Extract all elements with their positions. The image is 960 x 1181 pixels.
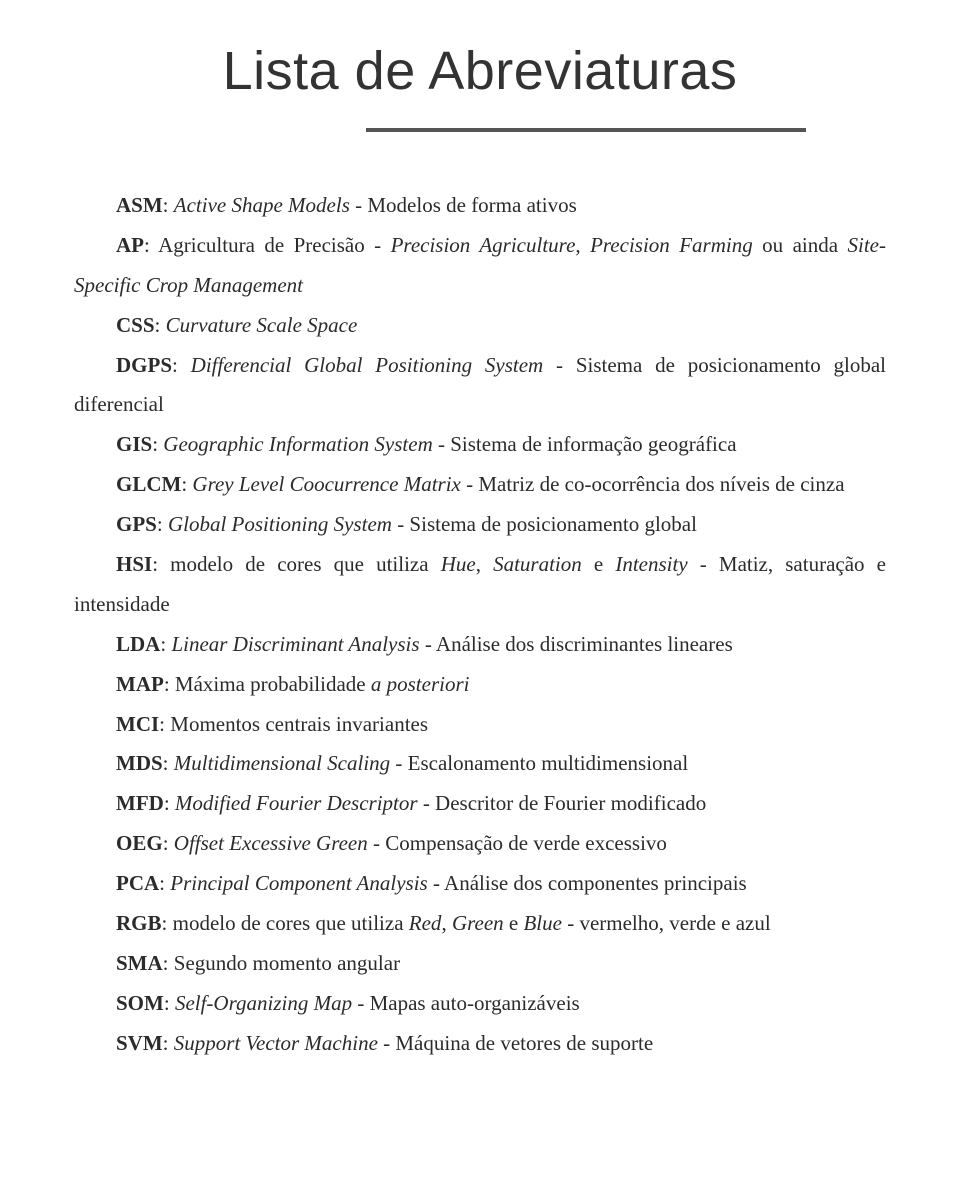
- abbreviation-term: SVM: [116, 1031, 163, 1055]
- abbreviation-definition: Momentos centrais invariantes: [170, 712, 428, 736]
- abbreviation-definition: modelo de cores que utiliza Red, Green e…: [173, 911, 771, 935]
- abbreviation-definition: - Modelos de forma ativos: [350, 193, 577, 217]
- abbreviation-entry: SVM: Support Vector Machine - Máquina de…: [74, 1024, 886, 1064]
- abbreviation-expansion: Self-Organizing Map: [175, 991, 352, 1015]
- abbreviation-expansion: Principal Component Analysis: [170, 871, 427, 895]
- abbreviation-entry: HSI: modelo de cores que utiliza Hue, Sa…: [74, 545, 886, 625]
- abbreviation-entry: RGB: modelo de cores que utiliza Red, Gr…: [74, 904, 886, 944]
- abbreviation-term: DGPS: [116, 353, 172, 377]
- abbreviation-term: GIS: [116, 432, 152, 456]
- abbreviation-definition: - Mapas auto-organizáveis: [352, 991, 580, 1015]
- abbreviation-entry: PCA: Principal Component Analysis - Anál…: [74, 864, 886, 904]
- abbreviation-term: MAP: [116, 672, 164, 696]
- abbreviation-term: AP: [116, 233, 144, 257]
- abbreviation-expansion: Linear Discriminant Analysis: [171, 632, 419, 656]
- abbreviation-definition: - Escalonamento multidimensional: [390, 751, 688, 775]
- abbreviation-entry: CSS: Curvature Scale Space: [74, 306, 886, 346]
- abbreviation-definition: - Análise dos discriminantes lineares: [420, 632, 733, 656]
- abbreviation-term: ASM: [116, 193, 163, 217]
- abbreviation-term: SMA: [116, 951, 163, 975]
- abbreviation-entry: LDA: Linear Discriminant Analysis - Anál…: [74, 625, 886, 665]
- abbreviation-expansion: Grey Level Coocurrence Matrix: [192, 472, 460, 496]
- abbreviation-term: OEG: [116, 831, 163, 855]
- abbreviation-term: HSI: [116, 552, 152, 576]
- abbreviation-definition: - Análise dos componentes principais: [428, 871, 747, 895]
- abbreviation-entry: GPS: Global Positioning System - Sistema…: [74, 505, 886, 545]
- abbreviation-entry: AP: Agricultura de Precisão - Precision …: [74, 226, 886, 306]
- abbreviation-term: GPS: [116, 512, 157, 536]
- abbreviation-term: RGB: [116, 911, 162, 935]
- abbreviation-definition: modelo de cores que utiliza Hue, Saturat…: [74, 552, 886, 616]
- abbreviation-list: ASM: Active Shape Models - Modelos de fo…: [74, 186, 886, 1064]
- page-title: Lista de Abreviaturas: [74, 40, 886, 102]
- abbreviation-definition: Máxima probabilidade a posteriori: [175, 672, 470, 696]
- abbreviation-entry: MAP: Máxima probabilidade a posteriori: [74, 665, 886, 705]
- abbreviation-expansion: Curvature Scale Space: [166, 313, 358, 337]
- abbreviation-entry: GIS: Geographic Information System - Sis…: [74, 425, 886, 465]
- abbreviation-definition: - Compensação de verde excessivo: [368, 831, 667, 855]
- abbreviation-expansion: Geographic Information System: [163, 432, 432, 456]
- abbreviation-definition: Agricultura de Precisão - Precision Agri…: [74, 233, 886, 297]
- abbreviation-term: MDS: [116, 751, 163, 775]
- title-rule: [366, 128, 806, 132]
- abbreviation-definition: - Sistema de posicionamento global: [392, 512, 697, 536]
- abbreviation-expansion: Global Positioning System: [168, 512, 392, 536]
- abbreviation-expansion: Modified Fourier Descriptor: [175, 791, 418, 815]
- abbreviation-expansion: Differencial Global Positioning System: [191, 353, 544, 377]
- abbreviation-definition: - Máquina de vetores de suporte: [378, 1031, 653, 1055]
- abbreviation-definition: - Matriz de co-ocorrência dos níveis de …: [461, 472, 845, 496]
- abbreviation-definition: - Sistema de informação geográfica: [433, 432, 737, 456]
- abbreviation-term: GLCM: [116, 472, 181, 496]
- abbreviation-entry: SOM: Self-Organizing Map - Mapas auto-or…: [74, 984, 886, 1024]
- abbreviation-term: MCI: [116, 712, 159, 736]
- abbreviation-expansion: Support Vector Machine: [174, 1031, 378, 1055]
- abbreviation-term: PCA: [116, 871, 159, 895]
- abbreviation-term: SOM: [116, 991, 164, 1015]
- abbreviation-expansion: Offset Excessive Green: [174, 831, 368, 855]
- abbreviation-entry: MCI: Momentos centrais invariantes: [74, 705, 886, 745]
- abbreviation-expansion: Active Shape Models: [174, 193, 350, 217]
- abbreviation-entry: OEG: Offset Excessive Green - Compensaçã…: [74, 824, 886, 864]
- abbreviation-term: MFD: [116, 791, 164, 815]
- abbreviation-definition: - Descritor de Fourier modificado: [418, 791, 707, 815]
- abbreviation-entry: MDS: Multidimensional Scaling - Escalona…: [74, 744, 886, 784]
- abbreviation-definition: Segundo momento angular: [174, 951, 400, 975]
- abbreviation-entry: SMA: Segundo momento angular: [74, 944, 886, 984]
- abbreviation-entry: GLCM: Grey Level Coocurrence Matrix - Ma…: [74, 465, 886, 505]
- abbreviation-entry: MFD: Modified Fourier Descriptor - Descr…: [74, 784, 886, 824]
- abbreviation-entry: ASM: Active Shape Models - Modelos de fo…: [74, 186, 886, 226]
- abbreviation-expansion: Multidimensional Scaling: [174, 751, 390, 775]
- abbreviation-term: CSS: [116, 313, 155, 337]
- abbreviation-entry: DGPS: Differencial Global Positioning Sy…: [74, 346, 886, 426]
- abbreviation-term: LDA: [116, 632, 160, 656]
